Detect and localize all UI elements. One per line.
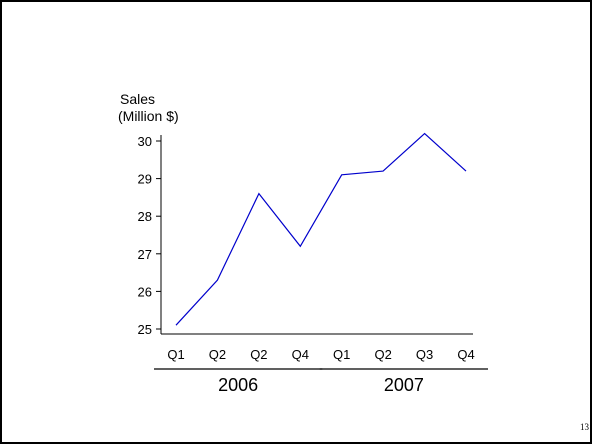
sales-series-line [176,134,466,326]
x-tick-label: Q1 [333,347,350,362]
y-tick-label: 27 [138,247,152,262]
x-tick-label: Q4 [292,347,309,362]
y-axis-title-line-1: Sales [120,91,155,107]
year-group-label: 2006 [218,375,258,395]
y-tick-label: 25 [138,322,152,337]
x-tick-label: Q2 [250,347,267,362]
page-number: 13 [580,422,590,432]
y-tick-label: 26 [138,284,152,299]
y-tick-label: 28 [138,209,152,224]
x-tick-label: Q4 [457,347,474,362]
x-tick-label: Q3 [416,347,433,362]
y-axis-title-line-2: (Million $) [118,108,179,124]
x-tick-label: Q2 [209,347,226,362]
x-tick-label: Q1 [167,347,184,362]
year-group-label: 2007 [384,375,424,395]
x-tick-label: Q2 [374,347,391,362]
y-tick-label: 29 [138,172,152,187]
y-tick-label: 30 [138,134,152,149]
